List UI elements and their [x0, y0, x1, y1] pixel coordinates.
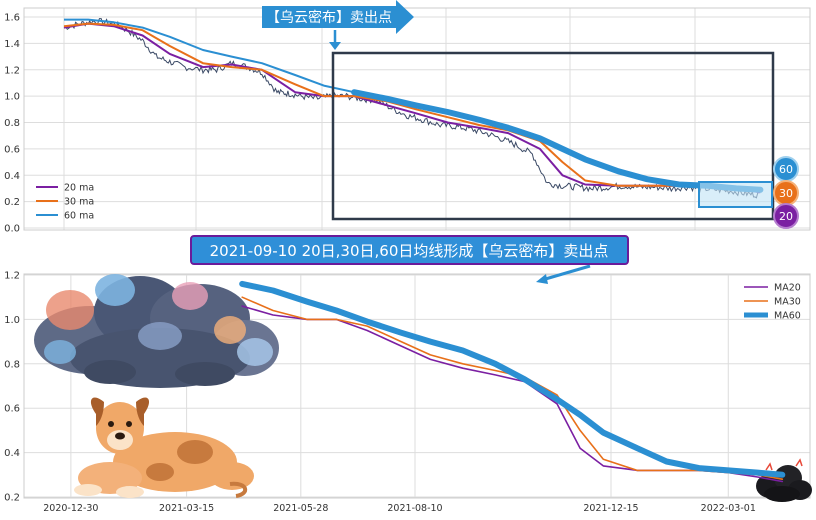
small-dark-cloud-icon	[756, 458, 812, 502]
bottom-y-ticks: 0.2 0.4 0.6 0.8 1.0 1.2	[4, 271, 20, 504]
dog-icon	[74, 397, 254, 498]
highlight-box	[331, 51, 775, 221]
top-y-tick-label: 0.8	[4, 118, 20, 129]
top-y-tick-label: 0.6	[4, 144, 20, 155]
bottom-x-tick-label: 2020-12-30	[43, 503, 98, 514]
bottom-y-tick-label: 0.8	[4, 359, 20, 370]
bottom-x-ticks: 2020-12-30 2021-03-15 2021-05-28 2021-08-10…	[43, 503, 756, 514]
top-chart: 0.0 0.2 0.4 0.6 0.8 1.0 1.2 1.4 1.6 20 ma 30 ma 60…	[4, 0, 811, 235]
bottom-y-tick-label: 0.4	[4, 448, 20, 459]
top-y-ticks: 0.0 0.2 0.4 0.6 0.8 1.0 1.2 1.4 1.6	[4, 13, 20, 235]
callout-text: 2021-09-10 20日,30日,60日均线形成【乌云密布】卖出点	[210, 242, 609, 260]
down-arrow-icon	[329, 30, 341, 50]
top-grid	[24, 8, 810, 230]
bottom-legend-label: MA20	[774, 283, 801, 294]
bottom-line-MA30	[241, 296, 784, 480]
bottom-y-tick-label: 1.2	[4, 271, 20, 282]
bottom-legend: MA20 MA30 MA60	[744, 283, 801, 322]
bottom-legend-label: MA60	[774, 311, 801, 322]
callout-box: 2021-09-10 20日,30日,60日均线形成【乌云密布】卖出点	[190, 235, 629, 265]
badge-30: 30	[773, 180, 799, 206]
top-y-tick-label: 1.4	[4, 39, 20, 50]
storm-cloud-icon	[34, 274, 279, 388]
top-ma-lines	[63, 18, 764, 194]
bottom-chart: 0.20.40.60.81.01.2 2020-12-30 2021-03-15 2…	[4, 264, 812, 514]
top-y-tick-label: 0.2	[4, 197, 20, 208]
bottom-x-tick-label: 2021-12-15	[583, 503, 638, 514]
bottom-plot-frame	[23, 273, 811, 499]
top-legend-label: 30 ma	[64, 197, 94, 208]
ma-line-30-ma	[63, 22, 761, 193]
bottom-y-tick-label: 0.2	[4, 493, 20, 504]
convergence-box	[698, 181, 773, 208]
banner-arrow: 【乌云密布】卖出点	[262, 0, 414, 34]
bottom-line-MA60	[239, 280, 786, 478]
bottom-ma-lines	[239, 280, 786, 483]
bottom-legend-label: MA30	[774, 297, 801, 308]
top-legend: 20 ma 30 ma 60 ma	[36, 183, 94, 222]
badge-60: 60	[773, 156, 799, 182]
top-y-tick-label: 0.0	[4, 224, 20, 235]
bottom-x-tick-label: 2021-03-15	[159, 503, 214, 514]
badge-30-label: 30	[779, 187, 793, 200]
top-y-tick-label: 1.0	[4, 92, 20, 103]
badge-20-label: 20	[779, 210, 793, 223]
bottom-x-tick-label: 2021-08-10	[387, 503, 442, 514]
top-y-tick-label: 1.2	[4, 65, 20, 76]
bottom-x-tick-label: 2022-03-01	[701, 503, 756, 514]
bottom-x-tick-label: 2021-05-28	[273, 503, 328, 514]
banner-text: 【乌云密布】卖出点	[266, 9, 392, 26]
top-legend-label: 20 ma	[64, 183, 94, 194]
bottom-line-MA20	[241, 305, 784, 483]
pointer-arrow	[536, 264, 591, 284]
top-y-tick-label: 1.6	[4, 13, 20, 24]
bottom-y-tick-label: 0.6	[4, 404, 20, 415]
bottom-y-tick-label: 1.0	[4, 315, 20, 326]
badge-60-label: 60	[779, 163, 793, 176]
top-plot-frame	[23, 7, 811, 231]
top-legend-label: 60 ma	[64, 211, 94, 222]
top-y-tick-label: 0.4	[4, 171, 20, 182]
badge-20: 20	[773, 203, 799, 229]
